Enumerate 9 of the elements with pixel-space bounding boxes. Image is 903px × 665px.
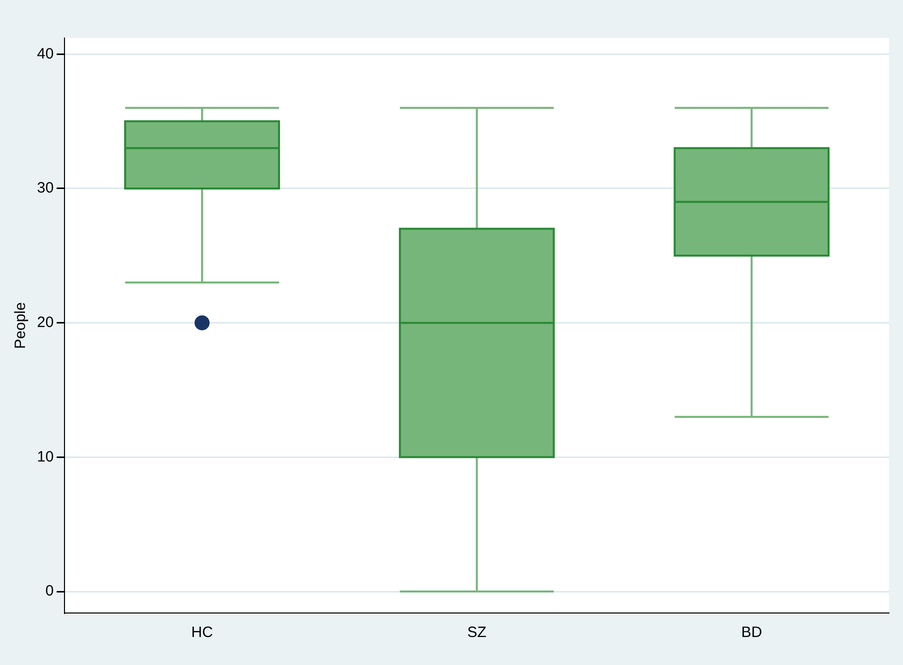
y-tick-label: 0: [45, 582, 54, 600]
y-axis-title: People: [12, 302, 30, 349]
y-tick-label: 10: [36, 448, 54, 466]
y-tick-label: 30: [36, 180, 54, 197]
x-tick-label: SZ: [467, 624, 486, 642]
x-tick-label: HC: [191, 624, 214, 642]
y-tick-label: 20: [36, 314, 54, 331]
y-tick-label: 40: [36, 45, 54, 62]
x-tick-label: BD: [741, 624, 762, 642]
